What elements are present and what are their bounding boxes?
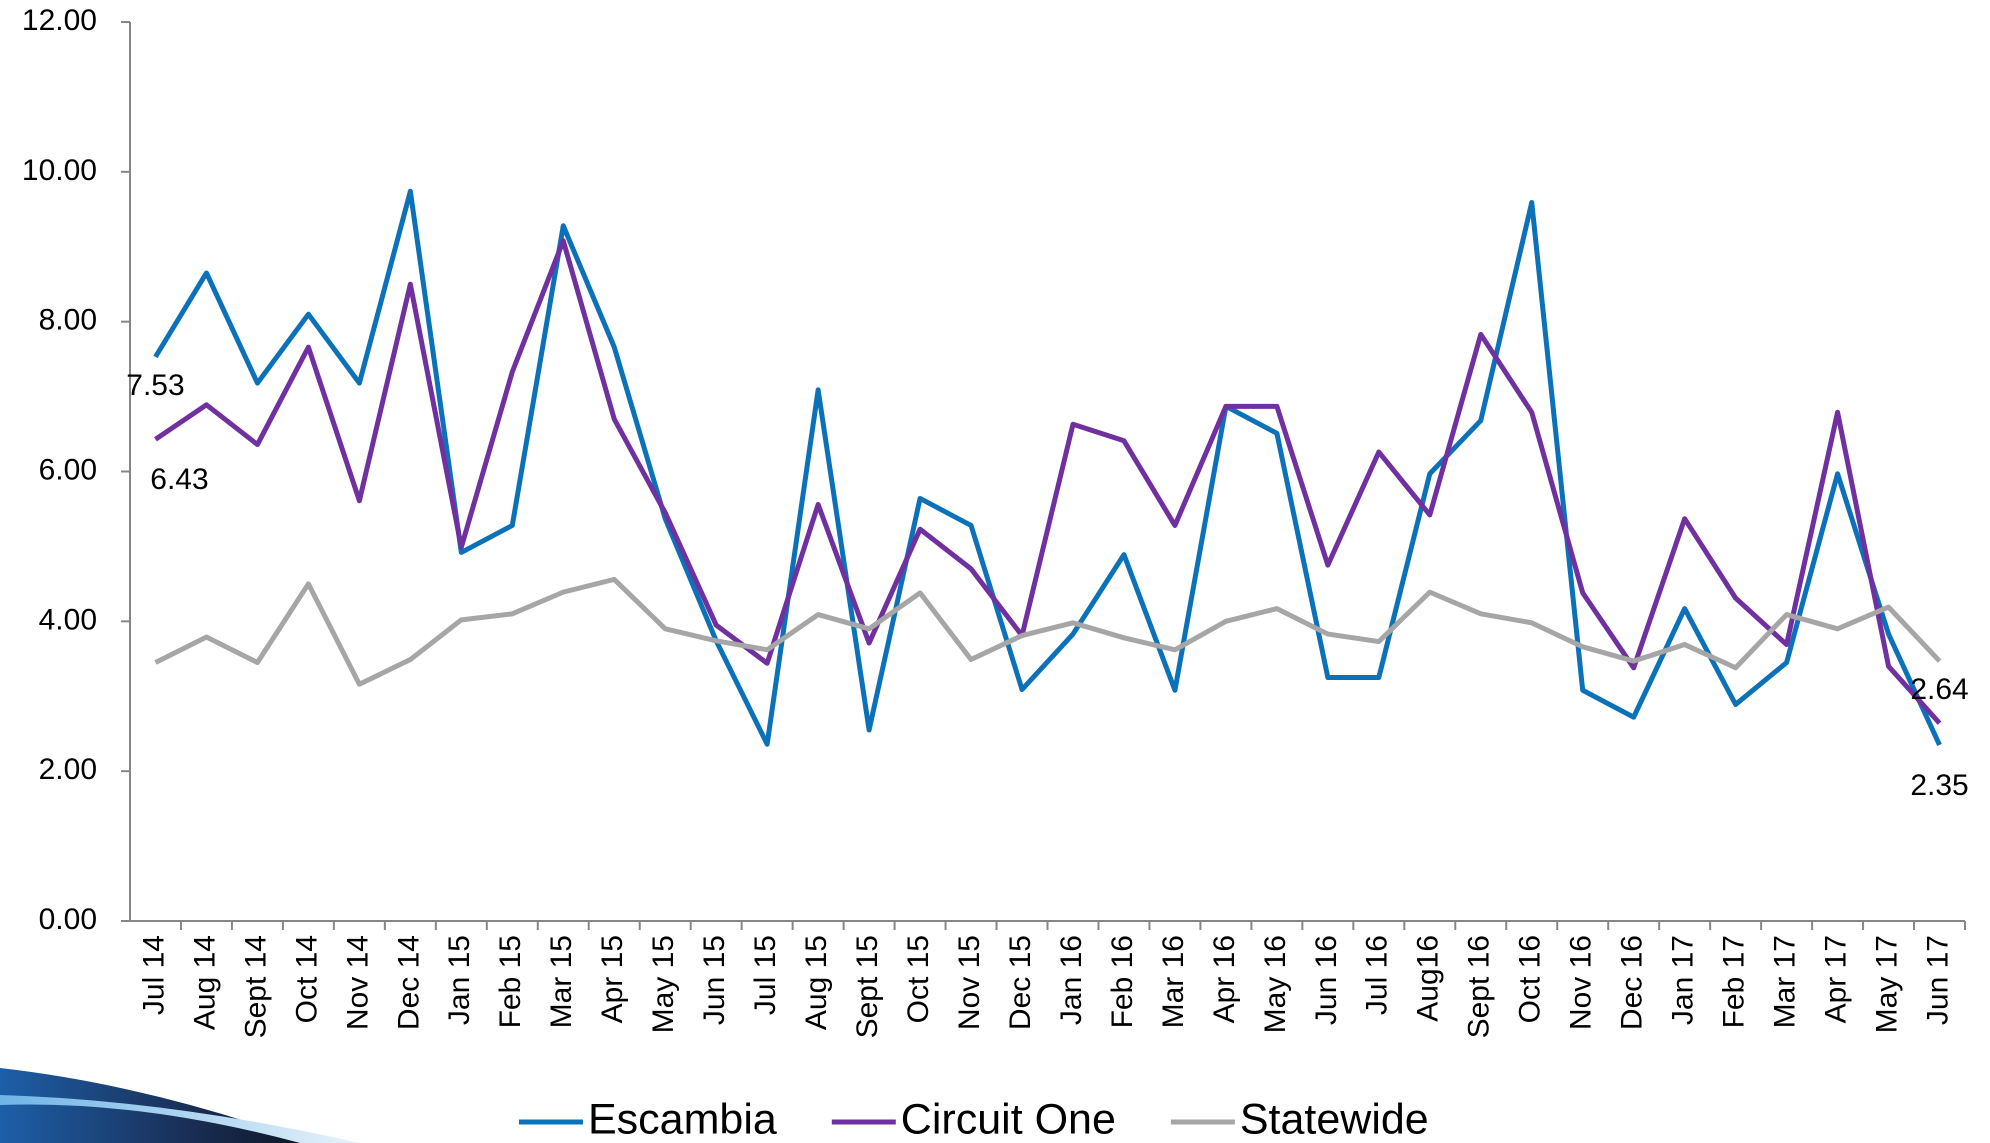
x-tick-label: Sept 14 [239, 935, 272, 1038]
decoration [0, 1095, 360, 1143]
y-tick-label: 4.00 [39, 603, 97, 636]
x-tick-label: Nov 15 [953, 935, 986, 1030]
x-tick-label: Feb 17 [1718, 935, 1751, 1028]
x-tick-label: Oct 14 [290, 935, 323, 1023]
x-tick-label: Sept 15 [851, 935, 884, 1038]
x-tick-label: Apr 17 [1819, 935, 1852, 1023]
x-tick-label: Jan 15 [443, 935, 476, 1025]
x-tick-label: Apr 16 [1208, 935, 1241, 1023]
x-tick-label: Aug 15 [800, 935, 833, 1030]
x-tick-label: Oct 16 [1514, 935, 1547, 1023]
x-tick-label: Feb 16 [1106, 935, 1139, 1028]
x-tick-label: Aug16 [1412, 935, 1445, 1022]
x-tick-label: Jun 16 [1310, 935, 1343, 1025]
series-line [154, 576, 1942, 687]
series-line [154, 238, 1942, 725]
x-tick-label: May 15 [647, 935, 680, 1033]
x-tick-label: Mar 16 [1157, 935, 1190, 1028]
data-label: 6.43 [150, 463, 208, 496]
y-tick-label: 0.00 [39, 903, 97, 936]
data-label: 2.64 [1910, 673, 1968, 706]
legend-label: Circuit One [901, 1095, 1116, 1143]
data-label: 2.35 [1910, 769, 1968, 802]
y-tick-label: 6.00 [39, 453, 97, 486]
x-tick-label: Nov 14 [341, 935, 374, 1030]
x-tick-label: Oct 15 [902, 935, 935, 1023]
series-line [153, 188, 1942, 747]
x-tick-label: Dec 14 [392, 935, 425, 1030]
data-label: 7.53 [126, 369, 184, 402]
legend-label: Statewide [1240, 1095, 1429, 1143]
x-tick-label: Apr 15 [596, 935, 629, 1023]
x-tick-label: Sept 16 [1463, 935, 1496, 1038]
x-tick-label: May 16 [1259, 935, 1292, 1033]
x-tick-label: Jul 14 [137, 935, 170, 1015]
x-tick-label: Jun 15 [698, 935, 731, 1025]
x-tick-label: Jul 16 [1361, 935, 1394, 1015]
x-tick-label: Dec 15 [1004, 935, 1037, 1030]
x-tick-label: Jan 16 [1055, 935, 1088, 1025]
legend-label: Escambia [588, 1095, 777, 1143]
x-tick-label: Mar 17 [1769, 935, 1802, 1028]
y-tick-label: 8.00 [39, 304, 97, 337]
x-tick-label: Jan 17 [1667, 935, 1700, 1025]
y-tick-label: 2.00 [39, 753, 97, 786]
x-tick-label: Dec 16 [1616, 935, 1649, 1030]
x-tick-label: Jun 17 [1921, 935, 1954, 1025]
x-tick-label: Aug 14 [188, 935, 221, 1030]
x-tick-label: Nov 16 [1565, 935, 1598, 1030]
x-tick-label: Mar 15 [545, 935, 578, 1028]
x-tick-label: May 17 [1870, 935, 1903, 1033]
y-tick-label: 12.00 [22, 4, 97, 37]
y-tick-label: 10.00 [22, 154, 97, 187]
x-tick-label: Feb 15 [494, 935, 527, 1028]
x-tick-label: Jul 15 [749, 935, 782, 1015]
